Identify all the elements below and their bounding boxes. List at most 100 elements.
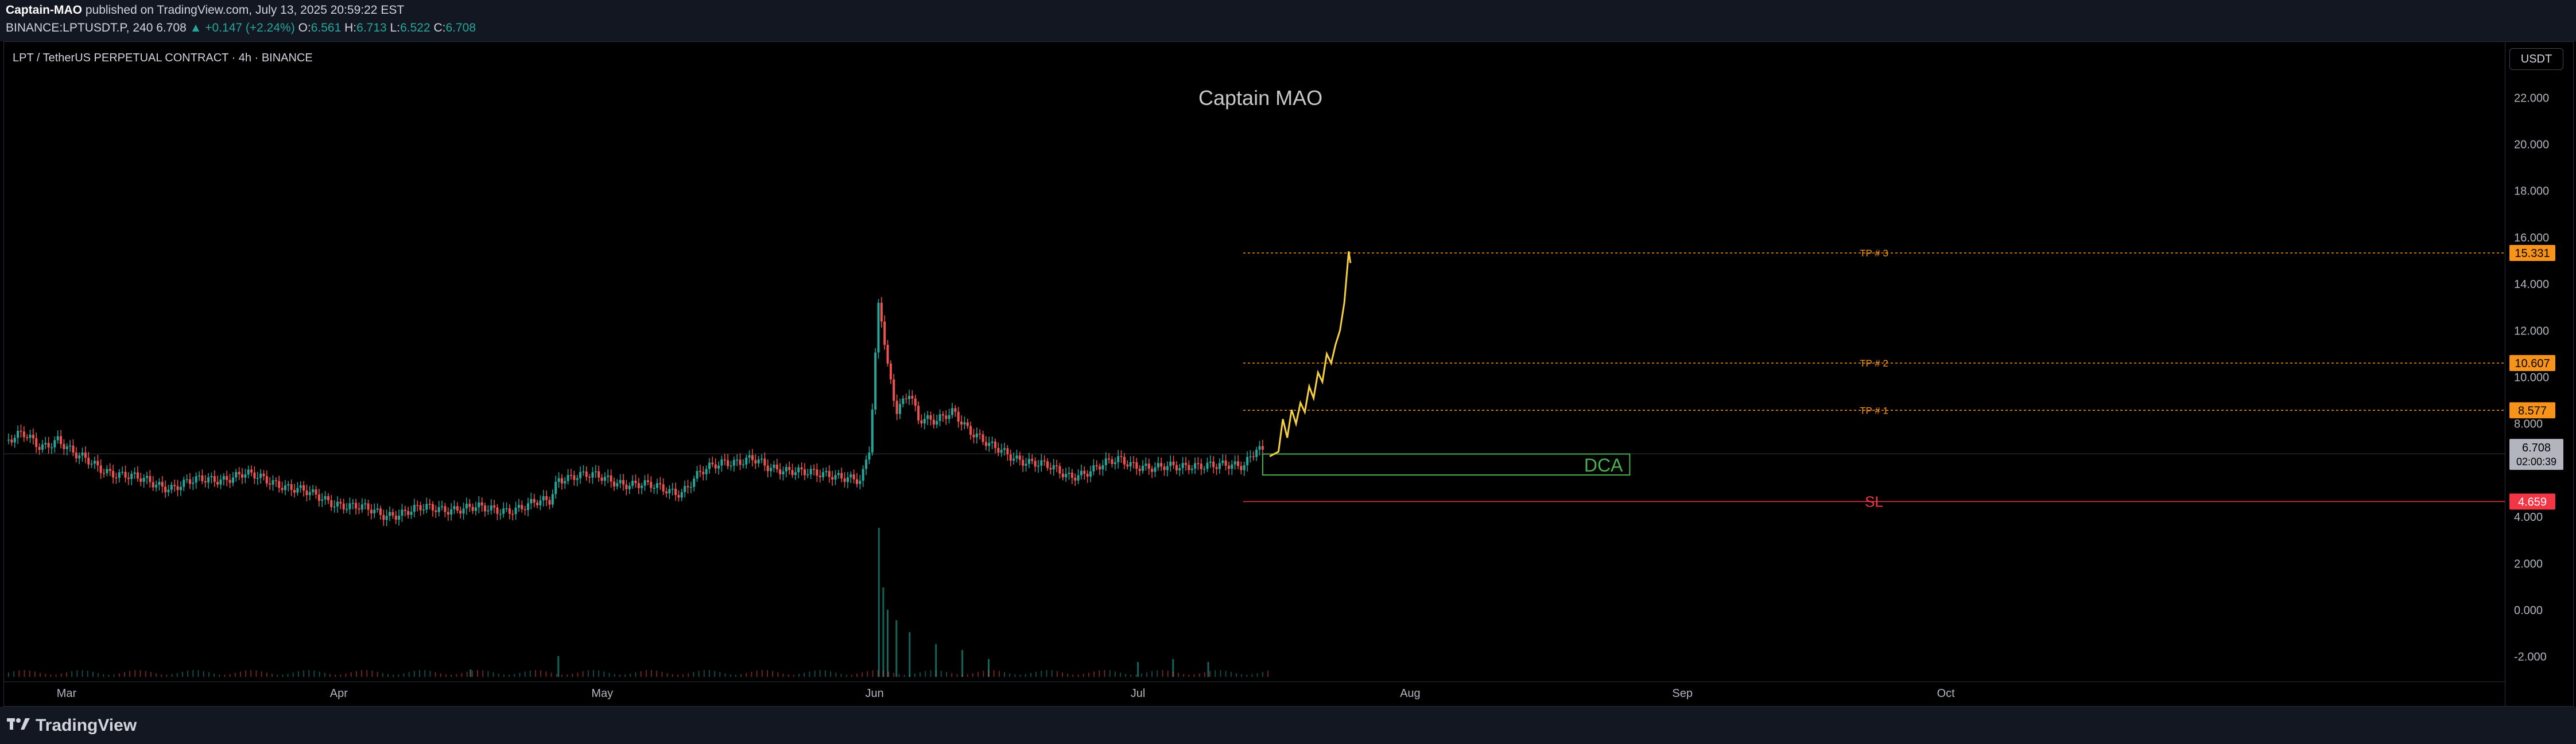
candle-body: [883, 321, 886, 345]
x-tick-label: Sep: [1672, 687, 1693, 700]
dca-zone-box[interactable]: [1262, 453, 1631, 476]
candle-body: [216, 481, 219, 485]
candle-body: [1194, 463, 1197, 469]
candle-body: [60, 436, 63, 445]
candle-body: [32, 434, 34, 439]
candle-body: [330, 500, 333, 507]
candle-body: [346, 509, 348, 511]
candle-body: [557, 478, 560, 482]
candle-body: [877, 302, 880, 353]
candle-body: [1037, 465, 1039, 467]
candle-body: [1188, 465, 1190, 470]
candle-body: [908, 396, 911, 399]
candle-body: [161, 482, 164, 487]
candle-body: [689, 486, 692, 488]
candle-body: [364, 503, 367, 505]
close-label: C:: [433, 21, 446, 34]
candle-body: [554, 482, 557, 494]
candle-body: [296, 488, 299, 493]
candle-body: [164, 486, 167, 493]
y-tick-label: 8.000: [2514, 418, 2543, 431]
candle-body: [1104, 458, 1107, 465]
candle-body: [1154, 467, 1157, 472]
candle-body: [192, 482, 195, 484]
candle-body: [1261, 446, 1264, 450]
candle-body: [984, 442, 987, 446]
candle-body: [342, 503, 345, 510]
candle-body: [1065, 474, 1068, 478]
candle-body: [167, 489, 170, 493]
candle-body: [1258, 446, 1261, 450]
candle-body: [791, 470, 794, 476]
candle-body: [653, 488, 655, 489]
candle-body: [641, 485, 643, 488]
candle-body: [1209, 461, 1212, 463]
candle-body: [1117, 456, 1120, 462]
candle-body: [1129, 462, 1132, 467]
candle-body: [646, 480, 649, 482]
candle-body: [843, 478, 846, 482]
candle-body: [785, 467, 787, 472]
candle-body: [991, 441, 994, 443]
candle-body: [865, 459, 868, 469]
chart-area[interactable]: [3, 41, 2574, 707]
candle-body: [1043, 460, 1046, 462]
candle-body: [1077, 475, 1080, 481]
candle-body: [75, 452, 77, 459]
candle-body: [299, 485, 302, 488]
candle-body: [235, 472, 238, 478]
candle-body: [979, 433, 981, 435]
candle-body: [321, 499, 324, 501]
take-profit-label: TP # 3: [1860, 248, 1888, 259]
candle-body: [1056, 465, 1058, 466]
candle-body: [1086, 474, 1089, 477]
candle-body: [333, 506, 336, 508]
candle-body: [579, 472, 582, 478]
high-value: 6.713: [356, 21, 387, 34]
candle-body: [736, 459, 739, 461]
candle-body: [416, 505, 419, 506]
price-axis-marker-label: 10.607: [2515, 357, 2550, 370]
candle-body: [1009, 454, 1012, 461]
candle-body: [437, 507, 440, 512]
candle-body: [1190, 468, 1193, 470]
x-tick-label: Oct: [1937, 687, 1956, 700]
candle-body: [195, 476, 197, 483]
candle-body: [1000, 450, 1003, 453]
y-tick-label: -2.000: [2514, 651, 2547, 664]
candle-body: [1169, 461, 1172, 466]
candle-body: [1046, 461, 1049, 468]
candle-body: [72, 445, 75, 453]
candle-body: [41, 444, 44, 450]
candle-body: [511, 513, 514, 515]
tradingview-logo[interactable]: TradingView: [7, 716, 137, 735]
candle-body: [508, 508, 511, 514]
candle-body: [1145, 463, 1147, 466]
candle-body: [385, 516, 388, 520]
candle-body: [1166, 466, 1169, 470]
candle-body: [1147, 463, 1150, 469]
candle-body: [425, 504, 428, 510]
candle-body: [278, 481, 281, 488]
projection-path[interactable]: [1269, 251, 1352, 457]
candle-body: [960, 421, 963, 424]
candle-body: [902, 398, 905, 404]
candle-body: [198, 475, 201, 477]
candle-body: [727, 460, 730, 466]
currency-button[interactable]: USDT: [2509, 48, 2563, 70]
candle-body: [348, 503, 351, 509]
candle-body: [517, 505, 520, 508]
candle-body: [17, 431, 20, 438]
candle-body: [803, 469, 806, 476]
ohlc-line: BINANCE:LPTUSDT.P, 240 6.708 ▲ +0.147 (+…: [6, 21, 476, 35]
author-name[interactable]: Captain-MAO: [6, 3, 82, 17]
candle-body: [324, 496, 327, 500]
candle-body: [610, 475, 612, 482]
candle-body: [880, 302, 883, 322]
candle-body: [788, 467, 791, 470]
x-tick-label: Jul: [1131, 687, 1146, 700]
candle-body: [702, 472, 705, 474]
candle-body: [259, 473, 262, 478]
candle-body: [677, 494, 680, 498]
